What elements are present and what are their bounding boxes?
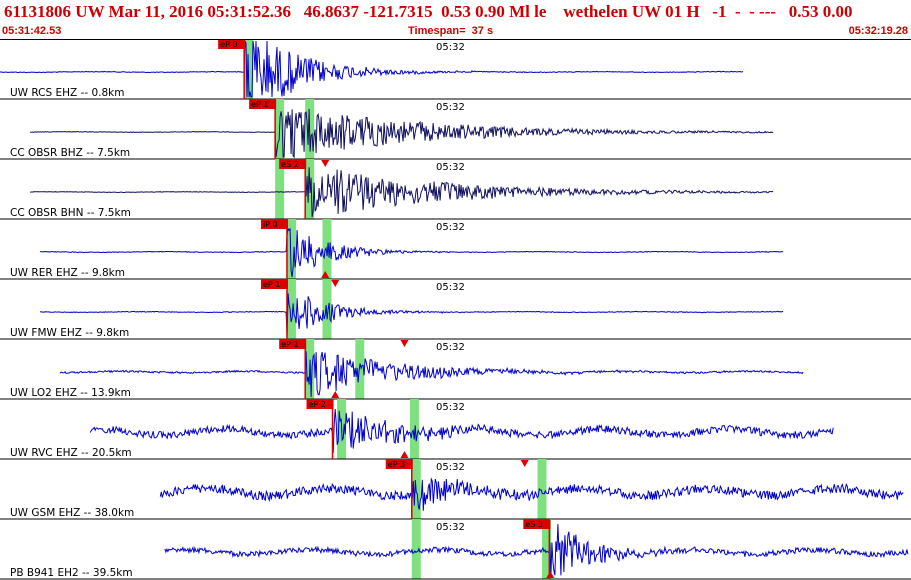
pick-flag <box>218 39 246 49</box>
pick-marker-down <box>400 340 409 347</box>
time-tick-label: 05:32 <box>436 282 465 293</box>
waveform <box>39 293 784 336</box>
trace-panel: eP 0 05:32 UW RCS EHZ -- 0.8km <box>0 39 911 100</box>
time-tick-label: 05:32 <box>436 522 465 533</box>
pick-label: eP 3 <box>388 460 405 469</box>
pick-flag <box>260 279 288 289</box>
station-label: UW GSM EHZ -- 38.0km <box>10 507 134 519</box>
event-header: 61131806 UW Mar 11, 2016 05:31:52.36 46.… <box>0 0 911 40</box>
pick-window <box>286 279 296 339</box>
waveform <box>164 524 909 578</box>
pick-window <box>286 219 296 279</box>
trace-panel: iP 0 05:32 UW RER EHZ -- 9.8km <box>0 219 911 280</box>
waveform <box>30 167 774 218</box>
pick-marker-up <box>331 391 340 398</box>
station-label: UW FMW EHZ -- 9.8km <box>10 327 129 339</box>
waveform <box>0 40 744 98</box>
pick-marker-down <box>331 280 340 287</box>
trace-panel: eP 1 05:32 UW LO2 EHZ -- 13.9km <box>0 339 911 400</box>
end-time: 05:32:19.28 <box>848 25 908 37</box>
pick-flag <box>260 219 288 229</box>
waveform <box>59 351 804 398</box>
pick-marker-up <box>321 271 330 278</box>
station-label: UW RVC EHZ -- 20.5km <box>10 447 132 459</box>
event-title: 61131806 UW Mar 11, 2016 05:31:52.36 46.… <box>4 2 853 21</box>
pick-label: eP 2 <box>309 400 326 409</box>
trace-panel: eP 2 05:32 UW RVC EHZ -- 20.5km <box>0 399 911 460</box>
pick-label: eS 2 <box>281 160 299 169</box>
pick-label: eP 1 <box>251 100 268 109</box>
pick-flag <box>279 159 307 169</box>
waveform <box>89 408 834 453</box>
start-time: 05:31:42.53 <box>2 25 62 37</box>
trace-panel: eS 2 05:32 CC OBSR BHN -- 7.5km <box>0 159 911 220</box>
station-label: UW LO2 EHZ -- 13.9km <box>10 387 131 399</box>
pick-marker-up <box>400 451 409 458</box>
trace-panel: eP 1 05:32 CC OBSR BHZ -- 7.5km <box>0 99 911 160</box>
pick-marker-down <box>520 460 529 467</box>
pick-flag <box>279 339 307 349</box>
station-label: UW RCS EHZ -- 0.8km <box>10 87 125 99</box>
time-tick-label: 05:32 <box>436 102 465 113</box>
station-label: CC OBSR BHZ -- 7.5km <box>10 147 130 159</box>
station-label: PB B941 EH2 -- 39.5km <box>10 567 133 579</box>
seismogram-panels[interactable]: eP 0 05:32 UW RCS EHZ -- 0.8km eP 1 05:32 CC … <box>0 39 911 580</box>
pick-label: eP 0 <box>220 40 237 49</box>
pick-window <box>322 219 332 279</box>
pick-marker-down <box>321 160 330 167</box>
pick-label: eP 1 <box>263 280 280 289</box>
timespan: Timespan= 37 s <box>408 25 494 37</box>
station-label: UW RER EHZ -- 9.8km <box>10 267 125 279</box>
pick-flag <box>249 99 277 109</box>
trace-panel: eP 1 05:32 UW FMW EHZ -- 9.8km <box>0 279 911 340</box>
pick-label: iP 0 <box>263 220 278 229</box>
station-label: CC OBSR BHN -- 7.5km <box>10 207 131 219</box>
pick-window <box>411 519 421 579</box>
pick-label: eP 1 <box>281 340 298 349</box>
waveform <box>30 108 774 159</box>
pick-window <box>537 459 547 519</box>
pick-flag <box>306 399 334 409</box>
pick-window <box>275 159 285 219</box>
time-tick-label: 05:32 <box>436 222 465 233</box>
pick-window <box>322 279 332 339</box>
waveform <box>39 227 784 278</box>
trace-panel: eP 3 05:32 UW GSM EHZ -- 38.0km <box>0 459 911 520</box>
pick-flag <box>385 459 413 469</box>
time-tick-label: 05:32 <box>436 162 465 173</box>
time-tick-label: 05:32 <box>436 342 465 353</box>
pick-flag <box>523 519 551 529</box>
pick-marker-up <box>546 571 555 578</box>
waveform <box>159 477 904 511</box>
pick-label: eS 3 <box>525 520 543 529</box>
time-tick-label: 05:32 <box>436 42 465 53</box>
time-tick-label: 05:32 <box>436 462 465 473</box>
time-tick-label: 05:32 <box>436 402 465 413</box>
pick-window <box>542 519 552 579</box>
trace-panel: eS 3 05:32 PB B941 EH2 -- 39.5km <box>0 519 911 580</box>
